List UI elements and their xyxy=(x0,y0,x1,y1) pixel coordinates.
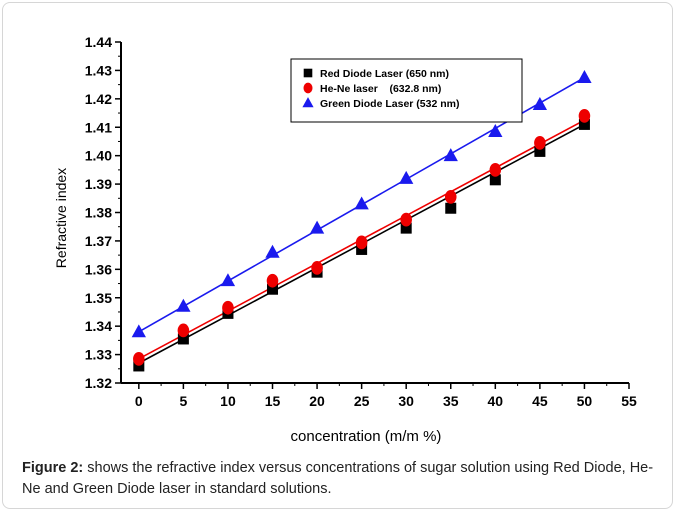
x-tick-label: 20 xyxy=(309,393,325,409)
circle-marker xyxy=(266,273,279,288)
circle-marker xyxy=(133,351,145,366)
x-tick-label: 15 xyxy=(265,393,281,409)
x-axis-label: concentration (m/m %) xyxy=(291,428,442,445)
triangle-marker xyxy=(176,298,191,312)
square-marker xyxy=(489,174,501,186)
square-marker xyxy=(534,145,546,157)
x-tick-label: 50 xyxy=(577,393,593,409)
x-tick-label: 5 xyxy=(179,393,187,409)
square-marker xyxy=(267,283,279,295)
x-tick-label: 25 xyxy=(354,393,370,409)
triangle-marker xyxy=(131,324,146,338)
triangle-marker xyxy=(577,70,592,83)
circle-marker xyxy=(177,323,190,338)
y-axis-label: Refractive index xyxy=(53,168,69,268)
circle-marker xyxy=(489,163,502,177)
circle-marker xyxy=(222,300,234,315)
triangle-marker xyxy=(399,170,414,184)
y-tick-label: 1.34 xyxy=(85,318,112,334)
triangle-marker xyxy=(488,124,503,137)
y-tick-label: 1.43 xyxy=(85,62,112,78)
y-tick-label: 1.32 xyxy=(85,375,112,391)
circle-marker xyxy=(355,235,368,250)
caption-text: shows the refractive index versus concen… xyxy=(22,460,654,497)
x-tick-label: 55 xyxy=(621,393,637,409)
triangle-marker xyxy=(443,148,458,162)
square-marker xyxy=(133,360,145,372)
x-tick-label: 30 xyxy=(398,393,414,409)
y-tick-label: 1.40 xyxy=(85,148,112,164)
square-marker xyxy=(177,333,189,345)
triangle-marker xyxy=(302,97,314,108)
triangle-marker xyxy=(265,244,280,258)
chart-legend: Red Diode Laser (650 nm) He-Ne laser (632… xyxy=(290,58,523,123)
triangle-marker xyxy=(309,220,325,234)
x-tick-label: 40 xyxy=(488,393,504,409)
legend-label: He-Ne laser (632.8 nm) xyxy=(320,83,441,95)
x-tick-label: 0 xyxy=(135,393,143,409)
triangle-marker xyxy=(532,97,548,110)
circle-marker xyxy=(534,136,546,150)
y-tick-label: 1.42 xyxy=(85,91,112,107)
x-tick-label: 45 xyxy=(532,393,548,409)
legend-box xyxy=(290,58,523,123)
y-tick-label: 1.41 xyxy=(85,119,112,135)
x-tick-label: 10 xyxy=(220,393,236,409)
chart-axes: 1.32 1.33 1.34 1.35 1.36 1.37 1.38 1.39 1.40 1.41… xyxy=(85,34,637,409)
square-marker xyxy=(303,68,313,78)
triangle-marker xyxy=(354,196,369,210)
y-tick-label: 1.44 xyxy=(85,34,112,50)
y-tick-label: 1.37 xyxy=(85,233,112,249)
y-tick-label: 1.33 xyxy=(85,347,112,363)
data-points xyxy=(131,70,592,372)
circle-marker xyxy=(578,109,591,123)
caption-label: Figure 2: xyxy=(22,460,84,476)
square-marker xyxy=(400,222,412,234)
legend-label: Red Diode Laser (650 nm) xyxy=(320,68,449,80)
y-tick-label: 1.35 xyxy=(85,290,112,306)
circle-marker xyxy=(311,261,323,275)
triangle-marker xyxy=(220,273,236,287)
legend-label: Green Diode Laser (532 nm) xyxy=(320,98,459,110)
circle-marker xyxy=(400,212,412,227)
y-tick-label: 1.36 xyxy=(85,261,112,277)
square-marker xyxy=(445,202,457,214)
x-tick-label: 35 xyxy=(443,393,459,409)
y-tick-label: 1.38 xyxy=(85,205,112,221)
circle-marker xyxy=(444,189,457,204)
figure-caption: Figure 2: shows the refractive index ver… xyxy=(22,458,662,500)
square-marker xyxy=(578,118,590,130)
square-marker xyxy=(356,243,368,255)
y-tick-label: 1.39 xyxy=(85,176,112,192)
circle-marker xyxy=(303,82,313,94)
